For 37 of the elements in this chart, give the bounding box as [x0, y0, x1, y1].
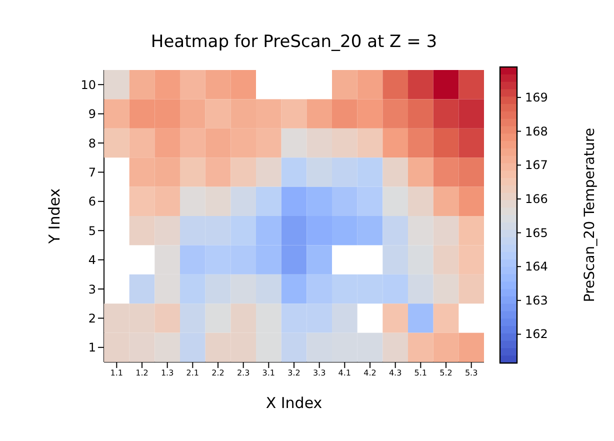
x-tick-label: 3.1 [262, 368, 276, 378]
x-tick-label: 3.3 [312, 368, 326, 378]
x-tick-label: 1.2 [136, 368, 148, 378]
y-tick-label: 7 [88, 165, 96, 180]
y-tick-label: 8 [88, 136, 96, 150]
y-tick-label: 1 [88, 340, 96, 355]
y-tick-label: 5 [88, 224, 96, 238]
x-tick-label: 2.2 [212, 368, 224, 378]
x-tick-label: 3.2 [288, 368, 300, 378]
color-bar-label: 165 [525, 226, 548, 240]
color-bar-label: 163 [525, 293, 548, 308]
x-tick-label: 2.3 [236, 368, 250, 378]
x-tick-label: 5.1 [414, 368, 428, 378]
x-axis-title: X Index [266, 394, 322, 412]
x-tick-label: 4.3 [388, 368, 402, 378]
y-tick-label: 2 [88, 311, 96, 326]
x-tick-label: 4.2 [364, 368, 376, 378]
color-bar-label: 162 [525, 327, 548, 342]
y-tick-label: 10 [80, 78, 96, 92]
color-bar-label: 169 [525, 90, 548, 104]
y-tick-label: 4 [88, 253, 96, 268]
x-tick-label: 1.3 [160, 368, 174, 378]
x-tick-label: 5.2 [440, 368, 452, 378]
chart-title: Heatmap for PreScan_20 at Z = 3 [150, 32, 438, 52]
color-bar-label: 166 [525, 192, 548, 206]
y-axis-title: Y Index [45, 188, 64, 245]
y-tick-label: 6 [88, 194, 96, 209]
color-bar-title: PreScan_20 Temperature [582, 128, 598, 302]
y-tick-label: 3 [88, 282, 96, 296]
y-tick-label: 9 [88, 107, 96, 122]
x-tick-label: 4.1 [338, 368, 352, 378]
x-tick-label: 1.1 [110, 368, 124, 378]
color-bar-label: 168 [525, 124, 548, 138]
color-bar-label: 167 [525, 158, 548, 172]
color-bar-label: 164 [525, 260, 548, 274]
x-tick-label: 2.1 [186, 368, 200, 378]
x-tick-label: 5.3 [464, 368, 478, 378]
